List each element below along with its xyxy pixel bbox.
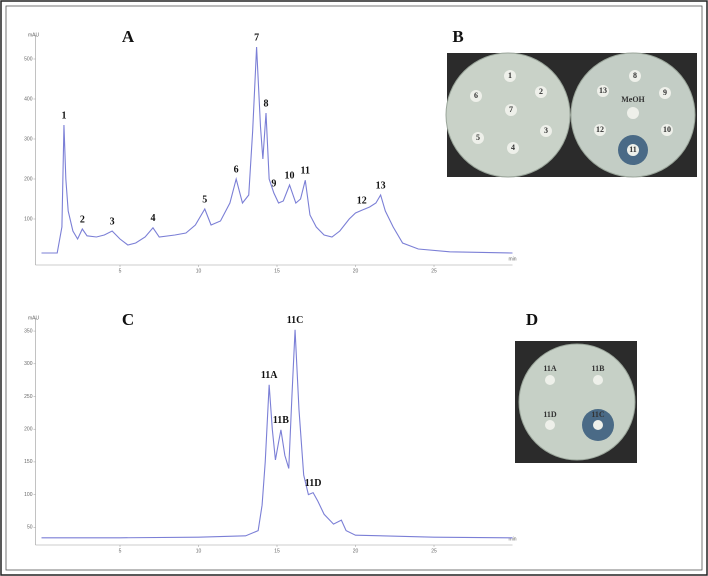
disk-label: 6 xyxy=(474,91,478,100)
disk xyxy=(594,124,606,136)
peak-label: 11A xyxy=(261,370,278,381)
disk xyxy=(629,70,641,82)
x-tick-label: 5 xyxy=(119,268,122,274)
disk-label: 2 xyxy=(539,87,543,96)
y-tick-label: 350 xyxy=(24,328,33,334)
disk xyxy=(661,124,673,136)
peak-label: 11C xyxy=(287,315,304,326)
disk-label: 12 xyxy=(596,125,604,134)
plate-panel-b: 1 2 3 4 5 6 7 8 9 10 11 12 13 MeOH B xyxy=(445,27,697,178)
peak-label: 11B xyxy=(273,415,289,426)
y-tick-label: 50 xyxy=(27,525,33,531)
disk-label: 5 xyxy=(476,133,480,142)
chromatogram-trace xyxy=(41,46,513,254)
disk xyxy=(540,125,552,137)
disk xyxy=(593,375,603,385)
y-tick-label: 300 xyxy=(24,361,33,367)
disk xyxy=(593,420,603,430)
disks xyxy=(470,70,673,156)
disk-label: 9 xyxy=(663,88,667,97)
x-tick-label: 15 xyxy=(274,548,280,554)
peak-label: 6 xyxy=(234,164,239,175)
panel-label: B xyxy=(452,27,463,46)
peak-label: 3 xyxy=(110,216,115,227)
disk xyxy=(504,70,516,82)
peak-label: 7 xyxy=(254,32,259,43)
panel-label: A xyxy=(122,27,135,46)
y-tick-label: 200 xyxy=(24,176,33,182)
x-tick-label: 10 xyxy=(196,548,202,554)
y-tick-label: 250 xyxy=(24,394,33,400)
disk-label: 4 xyxy=(511,143,515,152)
disk-label: 11D xyxy=(543,410,557,419)
peak-label: 1 xyxy=(61,110,66,121)
y-tick-label: 500 xyxy=(24,56,33,62)
x-tick-label: 10 xyxy=(196,268,202,274)
x-tick-label: 20 xyxy=(353,548,359,554)
disk-label: 7 xyxy=(509,105,513,114)
y-tick-label: 300 xyxy=(24,136,33,142)
disk-label: 8 xyxy=(633,71,637,80)
disk xyxy=(472,132,484,144)
disk-label: 11B xyxy=(592,364,606,373)
disk xyxy=(627,107,639,119)
disk-label: MeOH xyxy=(621,95,645,104)
y-tick-label: 200 xyxy=(24,427,33,433)
x-tick-label: 20 xyxy=(353,268,359,274)
disk xyxy=(505,104,517,116)
disk-label: 11 xyxy=(629,145,637,154)
disk-label: 11A xyxy=(543,364,557,373)
x-axis-label: min xyxy=(508,256,516,262)
disk xyxy=(659,87,671,99)
y-axis-label: mAU xyxy=(28,32,40,38)
peak-label: 10 xyxy=(285,170,295,181)
disk xyxy=(507,142,519,154)
petri-dish xyxy=(518,343,636,461)
panel-label: C xyxy=(122,310,134,329)
y-tick-label: 100 xyxy=(24,492,33,498)
y-axis-label: mAU xyxy=(28,315,40,321)
peak-label: 2 xyxy=(80,214,85,225)
disk xyxy=(627,144,639,156)
plate-panel-d: 11A 11B 11C 11D D xyxy=(515,310,637,463)
disk xyxy=(545,375,555,385)
peak-label: 12 xyxy=(357,195,367,206)
disk xyxy=(535,86,547,98)
disk xyxy=(470,90,482,102)
disk-label: 13 xyxy=(599,86,607,95)
y-tick-label: 100 xyxy=(24,216,33,222)
peak-label: 11 xyxy=(301,165,310,176)
panel-label: D xyxy=(526,310,538,329)
peak-label: 8 xyxy=(264,98,269,109)
chromatogram-trace xyxy=(41,329,513,539)
peak-label: 9 xyxy=(271,178,276,189)
x-tick-label: 25 xyxy=(431,268,437,274)
peak-label: 4 xyxy=(150,213,155,224)
disk-label: 1 xyxy=(508,71,512,80)
peak-label: 13 xyxy=(376,180,386,191)
peak-label: 5 xyxy=(202,194,207,205)
disk xyxy=(597,85,609,97)
peak-label: 11D xyxy=(305,478,322,489)
y-tick-label: 150 xyxy=(24,459,33,465)
x-tick-label: 15 xyxy=(274,268,280,274)
disk xyxy=(545,420,555,430)
y-tick-label: 400 xyxy=(24,96,33,102)
disk-label: 10 xyxy=(663,125,671,134)
disk-label: 11C xyxy=(591,410,605,419)
x-axis-label: min xyxy=(508,536,516,542)
inner-border xyxy=(5,5,703,571)
x-tick-label: 5 xyxy=(119,548,122,554)
x-tick-label: 25 xyxy=(431,548,437,554)
disk-label: 3 xyxy=(544,126,548,135)
